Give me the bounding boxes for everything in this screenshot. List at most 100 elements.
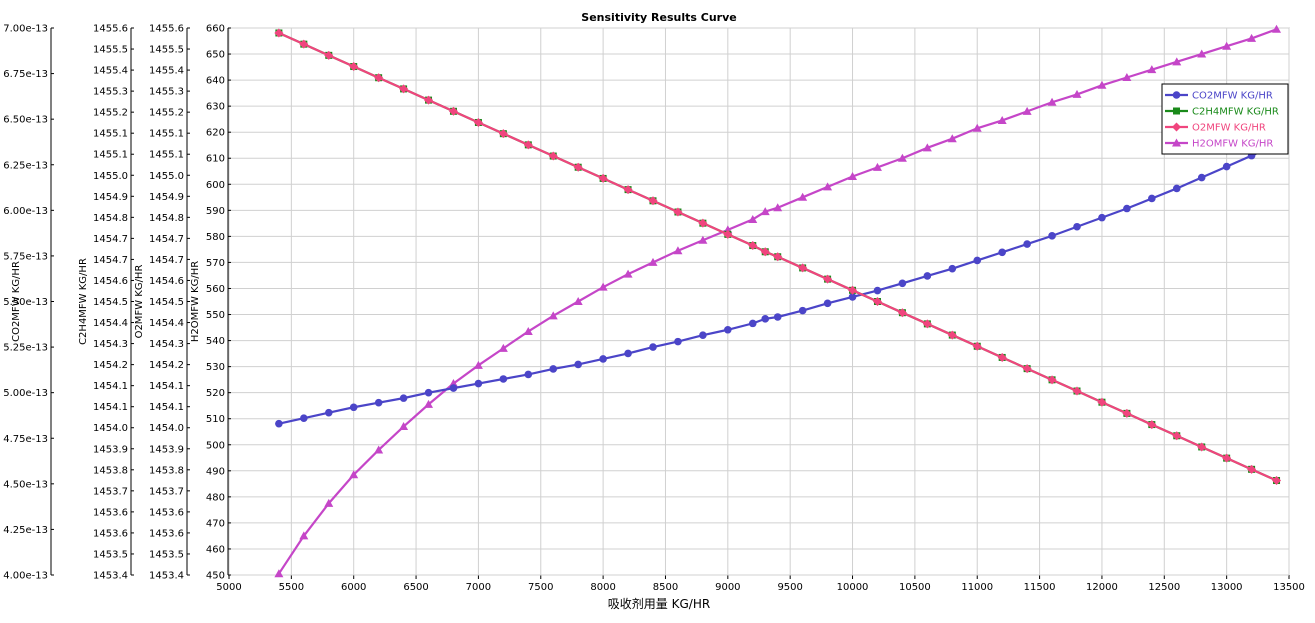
x-tick-label: 8500 xyxy=(653,582,678,593)
y-tick-label-h2omfw: 590 xyxy=(206,206,225,217)
data-point-co2mfw xyxy=(349,403,358,412)
data-point-h2omfw xyxy=(798,192,808,201)
data-point-h2omfw xyxy=(324,498,334,507)
data-point-h2omfw xyxy=(773,203,783,212)
x-tick-label: 7500 xyxy=(528,582,553,593)
x-tick-label: 9500 xyxy=(777,582,802,593)
data-point-co2mfw xyxy=(1172,184,1181,193)
data-point-co2mfw xyxy=(1148,194,1156,203)
x-tick-label: 5500 xyxy=(279,582,304,593)
data-point-o2mfw xyxy=(623,185,633,195)
data-point-co2mfw xyxy=(1023,240,1031,248)
y-tick-label-c2h4mfw: 1453.6 xyxy=(93,507,128,518)
y-axis-title-h2omfw: H2OMFW KG/HR xyxy=(190,261,201,342)
y-tick-label-co2mfw: 4.25e-13 xyxy=(3,525,48,536)
data-point-co2mfw xyxy=(674,337,682,346)
data-point-h2omfw xyxy=(1047,97,1057,106)
y-tick-label-co2mfw: 6.25e-13 xyxy=(3,160,48,171)
y-tick-label-c2h4mfw: 1455.6 xyxy=(93,24,128,35)
y-tick-label-o2mfw: 1455.6 xyxy=(149,24,184,35)
data-point-co2mfw xyxy=(998,248,1006,257)
y-tick-label-h2omfw: 550 xyxy=(206,310,225,321)
y-tick-label-c2h4mfw: 1454.3 xyxy=(93,339,128,350)
data-point-o2mfw xyxy=(897,308,907,318)
x-tick-label: 6500 xyxy=(403,582,428,593)
y-tick-label-co2mfw: 4.50e-13 xyxy=(3,479,48,490)
data-point-h2omfw xyxy=(1197,49,1207,58)
data-point-co2mfw xyxy=(898,279,907,288)
data-point-h2omfw xyxy=(1022,106,1032,115)
y-tick-label-o2mfw: 1454.2 xyxy=(149,360,184,371)
x-tick-label: 13000 xyxy=(1211,582,1243,593)
chart-title: Sensitivity Results Curve xyxy=(581,11,736,24)
y-tick-label-c2h4mfw: 1454.6 xyxy=(93,276,128,287)
data-point-co2mfw xyxy=(724,325,732,334)
data-point-co2mfw xyxy=(1222,162,1231,171)
legend-label-co2mfw: CO2MFW KG/HR xyxy=(1192,91,1273,102)
data-point-h2omfw xyxy=(299,531,309,540)
data-point-o2mfw xyxy=(760,247,770,257)
y-tick-label-h2omfw: 600 xyxy=(206,180,225,191)
data-point-h2omfw xyxy=(1072,89,1082,98)
data-point-h2omfw xyxy=(1222,41,1232,50)
data-point-co2mfw xyxy=(1098,213,1106,222)
y-tick-label-c2h4mfw: 1454.4 xyxy=(93,318,128,329)
y-tick-label-o2mfw: 1454.1 xyxy=(149,402,184,413)
data-point-o2mfw xyxy=(723,229,733,239)
data-point-h2omfw xyxy=(1272,24,1282,33)
series-line-co2mfw xyxy=(278,143,1277,425)
y-tick-label-o2mfw: 1454.4 xyxy=(149,318,184,329)
y-tick-label-h2omfw: 450 xyxy=(206,571,225,582)
y-tick-label-c2h4mfw: 1454.9 xyxy=(93,192,128,203)
data-point-co2mfw xyxy=(275,419,283,428)
x-tick-label: 13500 xyxy=(1273,582,1305,593)
data-point-h2omfw xyxy=(548,311,558,320)
y-tick-label-o2mfw: 1455.4 xyxy=(149,66,184,77)
data-point-co2mfw xyxy=(748,319,757,328)
y-tick-label-h2omfw: 460 xyxy=(206,544,225,555)
y-tick-label-c2h4mfw: 1455.1 xyxy=(93,129,128,140)
x-tick-label: 5000 xyxy=(216,582,241,593)
data-point-h2omfw xyxy=(498,343,508,352)
y-tick-label-o2mfw: 1455.3 xyxy=(149,87,184,98)
data-point-h2omfw xyxy=(424,399,434,408)
y-tick-label-h2omfw: 540 xyxy=(206,336,225,347)
y-tick-label-co2mfw: 6.75e-13 xyxy=(3,69,48,80)
data-point-co2mfw xyxy=(324,408,333,417)
data-point-co2mfw xyxy=(873,286,882,295)
y-axis-title-co2mfw: CO2MFW KG/HR xyxy=(11,261,22,342)
data-point-o2mfw xyxy=(823,274,833,284)
data-point-co2mfw xyxy=(1048,232,1056,240)
data-point-co2mfw xyxy=(948,264,957,273)
data-point-o2mfw xyxy=(473,117,483,127)
data-point-o2mfw xyxy=(773,252,783,262)
y-tick-label-o2mfw: 1455.1 xyxy=(149,129,184,140)
y-tick-label-h2omfw: 650 xyxy=(206,50,225,61)
y-tick-label-o2mfw: 1455.1 xyxy=(149,150,184,161)
data-point-h2omfw xyxy=(523,326,533,335)
y-tick-label-o2mfw: 1455.2 xyxy=(149,108,184,119)
y-tick-label-co2mfw: 4.75e-13 xyxy=(3,434,48,445)
data-point-h2omfw xyxy=(349,470,359,479)
x-tick-label: 10500 xyxy=(899,582,931,593)
data-point-co2mfw xyxy=(761,315,770,323)
data-point-co2mfw xyxy=(399,394,408,402)
data-point-o2mfw xyxy=(872,297,882,306)
data-point-o2mfw xyxy=(972,341,982,351)
x-tick-label: 12000 xyxy=(1086,582,1118,593)
legend-label-o2mfw: O2MFW KG/HR xyxy=(1192,123,1266,134)
legend-label-c2h4mfw: C2H4MFW KG/HR xyxy=(1192,107,1279,118)
data-point-h2omfw xyxy=(399,422,409,431)
data-point-o2mfw xyxy=(1097,397,1107,407)
data-point-o2mfw xyxy=(1122,408,1132,418)
y-tick-label-h2omfw: 560 xyxy=(206,284,225,295)
y-tick-label-c2h4mfw: 1454.2 xyxy=(93,360,128,371)
data-point-o2mfw xyxy=(947,330,957,340)
y-tick-label-o2mfw: 1453.6 xyxy=(149,528,184,539)
y-tick-label-h2omfw: 480 xyxy=(206,492,225,503)
y-tick-label-o2mfw: 1454.7 xyxy=(149,255,184,266)
data-point-co2mfw xyxy=(549,365,558,373)
data-point-co2mfw xyxy=(1197,173,1206,182)
data-point-h2omfw xyxy=(972,123,982,132)
